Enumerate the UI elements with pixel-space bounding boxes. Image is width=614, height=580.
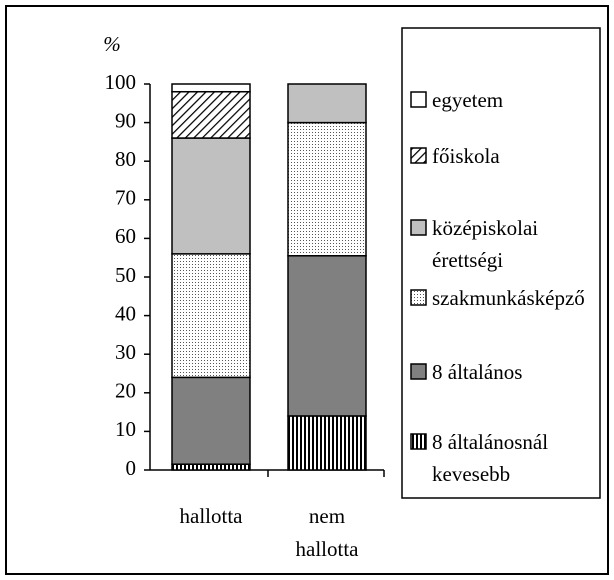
legend-label: 8 általános	[432, 360, 523, 384]
legend-swatch	[410, 91, 427, 108]
y-tick-label: 40	[115, 301, 136, 325]
legend-swatch	[410, 147, 427, 164]
y-tick-label: 80	[115, 147, 136, 171]
legend-swatch	[410, 219, 427, 236]
bar-segment	[171, 253, 251, 379]
legend-label: középiskolai érettségi	[432, 216, 539, 272]
legend-label: főiskola	[432, 144, 500, 168]
legend-box	[401, 27, 601, 499]
bar-segment	[171, 463, 251, 471]
bar-segment	[171, 137, 251, 255]
bar-segment	[287, 415, 367, 471]
x-tick-label: hallotta	[179, 504, 243, 528]
y-tick-label: 70	[115, 186, 136, 210]
y-tick-label: 90	[115, 108, 136, 132]
y-tick-label: 20	[115, 379, 136, 403]
bar-segment	[287, 121, 367, 257]
y-tick-label: 50	[115, 263, 136, 287]
y-tick-label: 10	[115, 417, 136, 441]
bar-segment	[171, 83, 251, 93]
y-unit: %	[103, 32, 121, 56]
bar-segment	[171, 90, 251, 139]
bar-segment	[171, 376, 251, 465]
bar-segment	[287, 83, 367, 124]
legend-label: egyetem	[432, 88, 504, 112]
y-tick-label: 0	[126, 456, 137, 480]
y-tick-label: 60	[115, 224, 136, 248]
bar-segment	[287, 255, 367, 417]
y-tick-label: 30	[115, 340, 136, 364]
y-tick-label: 100	[105, 70, 137, 94]
legend-swatch	[410, 289, 427, 306]
x-tick-label: nem hallotta	[295, 504, 359, 561]
legend-label: szakmunkásképző	[432, 286, 585, 310]
legend-swatch	[410, 363, 427, 380]
legend-swatch	[410, 433, 427, 450]
legend-label: 8 általánosnál kevesebb	[432, 430, 549, 486]
